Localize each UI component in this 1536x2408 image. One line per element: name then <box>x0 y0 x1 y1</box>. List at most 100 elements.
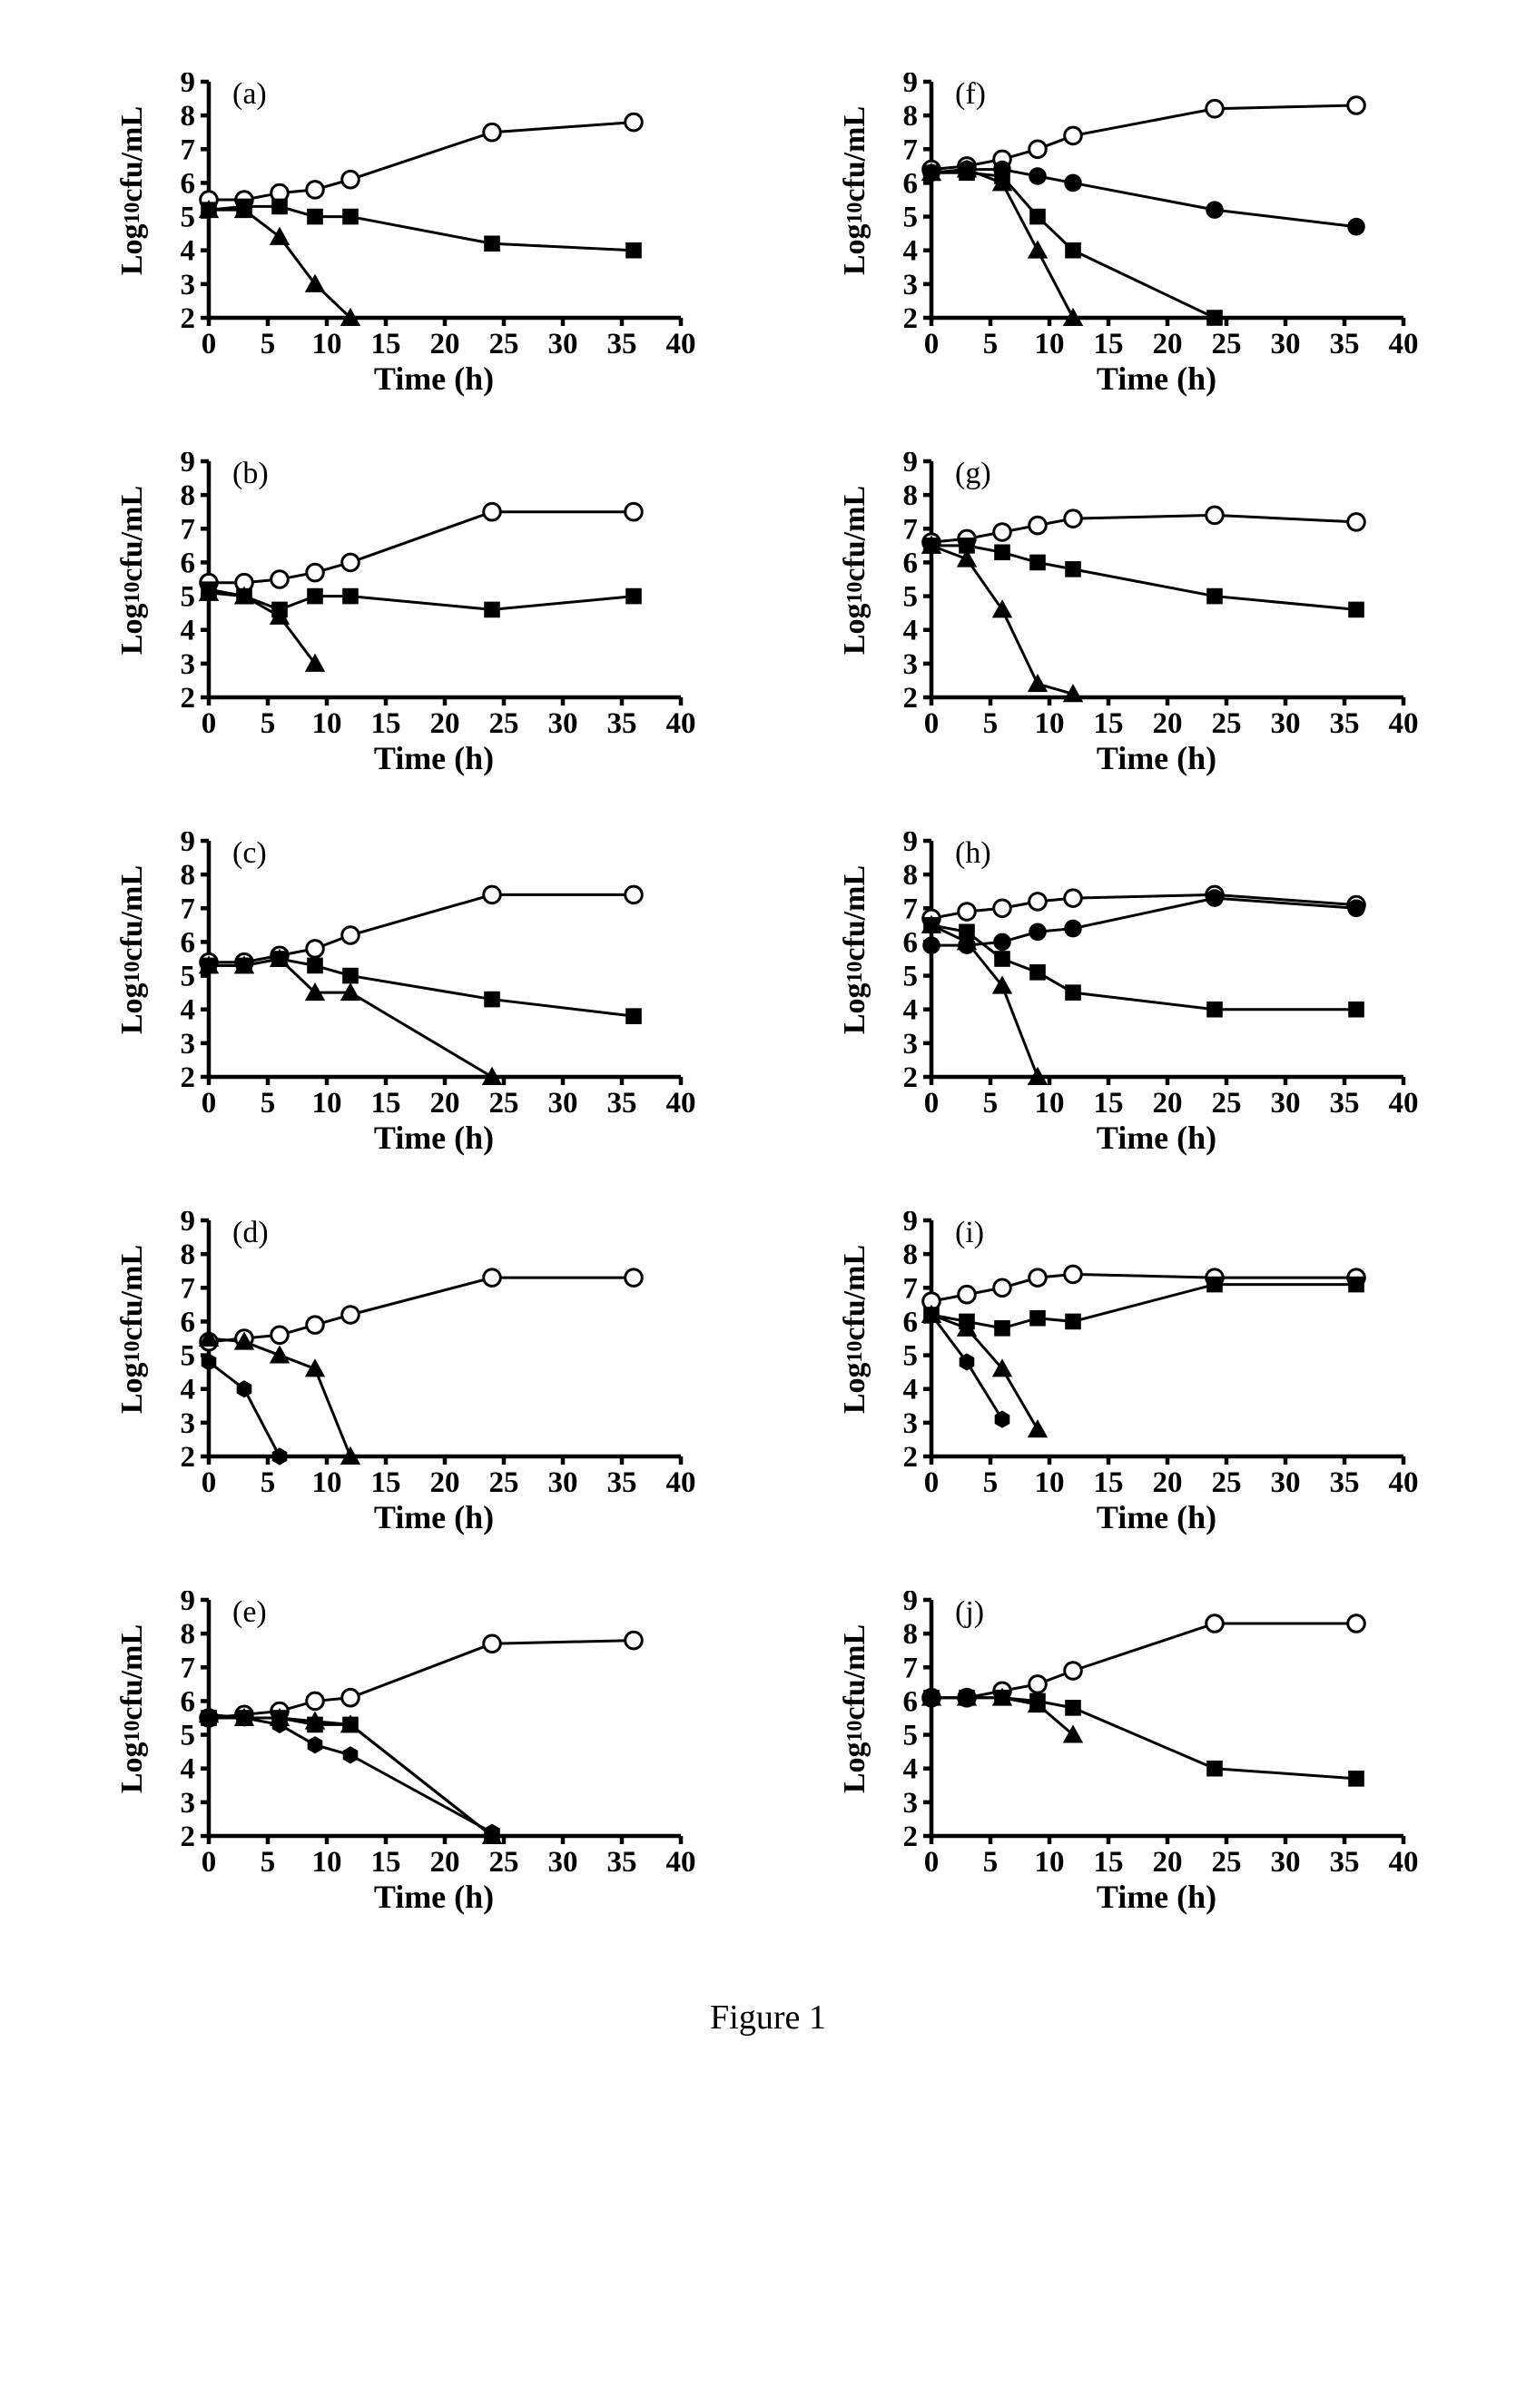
chart-plot: 051015202530354023456789(e) <box>154 1591 699 1876</box>
y-axis-label: Log10cfu/mL <box>15 932 251 968</box>
svg-text:20: 20 <box>1153 1846 1183 1876</box>
svg-text:15: 15 <box>1094 328 1124 358</box>
chart-panel: Log10cfu/mL 051015202530354023456789(e) … <box>100 1591 714 1916</box>
svg-text:40: 40 <box>666 1087 696 1117</box>
panel-grid: Log10cfu/mL 051015202530354023456789(a) … <box>100 73 1436 1916</box>
svg-text:35: 35 <box>1330 1087 1360 1117</box>
svg-text:35: 35 <box>607 1466 637 1496</box>
svg-text:8: 8 <box>181 1618 196 1651</box>
svg-text:3: 3 <box>181 269 196 301</box>
svg-text:(e): (e) <box>232 1595 267 1629</box>
svg-text:20: 20 <box>1153 1466 1183 1496</box>
svg-text:25: 25 <box>1212 1846 1242 1876</box>
svg-text:8: 8 <box>903 1618 919 1651</box>
chart-plot: 051015202530354023456789(c) <box>154 832 699 1117</box>
svg-text:9: 9 <box>903 1211 919 1238</box>
svg-text:15: 15 <box>1094 1087 1124 1117</box>
svg-text:0: 0 <box>924 707 940 737</box>
svg-text:35: 35 <box>1330 707 1360 737</box>
svg-text:30: 30 <box>1271 1466 1301 1496</box>
svg-text:7: 7 <box>181 1652 196 1684</box>
x-axis-label: Time (h) <box>1097 1878 1216 1916</box>
svg-text:2: 2 <box>903 302 919 335</box>
svg-text:0: 0 <box>202 1087 217 1117</box>
svg-text:25: 25 <box>489 1466 519 1496</box>
svg-text:40: 40 <box>1389 1087 1419 1117</box>
x-axis-label: Time (h) <box>1097 360 1216 398</box>
chart-plot: 051015202530354023456789(a) <box>154 73 699 358</box>
svg-text:15: 15 <box>1094 1466 1124 1496</box>
svg-text:4: 4 <box>903 615 919 647</box>
svg-text:9: 9 <box>181 73 196 99</box>
svg-text:0: 0 <box>924 1087 940 1117</box>
svg-text:9: 9 <box>181 1591 196 1617</box>
svg-text:35: 35 <box>607 328 637 358</box>
x-axis-label: Time (h) <box>374 360 494 398</box>
svg-text:10: 10 <box>312 1846 342 1876</box>
chart-panel: Log10cfu/mL 051015202530354023456789(j) … <box>822 1591 1436 1916</box>
svg-text:40: 40 <box>666 1466 696 1496</box>
svg-text:5: 5 <box>261 1846 276 1876</box>
x-axis-label: Time (h) <box>374 1498 494 1536</box>
svg-text:10: 10 <box>312 1087 342 1117</box>
svg-text:10: 10 <box>1035 1087 1065 1117</box>
svg-text:(h): (h) <box>955 836 991 870</box>
svg-text:(d): (d) <box>232 1216 269 1249</box>
svg-text:8: 8 <box>181 479 196 512</box>
svg-text:8: 8 <box>903 1239 919 1271</box>
svg-text:(j): (j) <box>955 1595 984 1629</box>
svg-text:2: 2 <box>181 1441 196 1474</box>
svg-text:25: 25 <box>1212 328 1242 358</box>
svg-text:35: 35 <box>1330 1466 1360 1496</box>
svg-text:3: 3 <box>181 1787 196 1820</box>
svg-text:7: 7 <box>181 893 196 925</box>
svg-text:8: 8 <box>903 479 919 512</box>
svg-text:9: 9 <box>903 73 919 99</box>
svg-text:35: 35 <box>1330 1846 1360 1876</box>
y-axis-label: Log10cfu/mL <box>737 173 973 209</box>
x-axis-label: Time (h) <box>374 1119 494 1157</box>
svg-text:10: 10 <box>1035 1466 1065 1496</box>
svg-text:35: 35 <box>1330 328 1360 358</box>
svg-text:5: 5 <box>983 328 999 358</box>
svg-text:20: 20 <box>430 707 460 737</box>
svg-text:25: 25 <box>489 328 519 358</box>
svg-text:3: 3 <box>181 1028 196 1061</box>
svg-text:9: 9 <box>181 452 196 479</box>
svg-text:5: 5 <box>983 1466 999 1496</box>
svg-text:4: 4 <box>181 235 196 268</box>
svg-text:3: 3 <box>181 648 196 681</box>
svg-text:3: 3 <box>903 1787 919 1820</box>
svg-text:20: 20 <box>430 1087 460 1117</box>
svg-text:0: 0 <box>202 1846 217 1876</box>
svg-text:(g): (g) <box>955 457 991 490</box>
svg-text:9: 9 <box>903 1591 919 1617</box>
svg-text:30: 30 <box>1271 1846 1301 1876</box>
svg-text:4: 4 <box>181 1753 196 1786</box>
svg-text:5: 5 <box>261 328 276 358</box>
svg-text:2: 2 <box>903 682 919 715</box>
svg-text:3: 3 <box>903 269 919 301</box>
svg-text:35: 35 <box>607 1087 637 1117</box>
svg-text:10: 10 <box>312 707 342 737</box>
svg-text:30: 30 <box>548 1846 578 1876</box>
svg-text:2: 2 <box>903 1821 919 1853</box>
svg-text:15: 15 <box>1094 1846 1124 1876</box>
svg-text:0: 0 <box>924 1466 940 1496</box>
svg-text:7: 7 <box>903 893 919 925</box>
svg-text:2: 2 <box>903 1061 919 1094</box>
svg-text:4: 4 <box>903 235 919 268</box>
svg-text:2: 2 <box>903 1441 919 1474</box>
svg-text:4: 4 <box>903 1753 919 1786</box>
y-axis-label: Log10cfu/mL <box>15 552 251 588</box>
svg-text:0: 0 <box>924 1846 940 1876</box>
svg-text:7: 7 <box>903 1652 919 1684</box>
svg-text:8: 8 <box>181 1239 196 1271</box>
svg-text:0: 0 <box>202 707 217 737</box>
svg-text:7: 7 <box>903 133 919 166</box>
chart-panel: Log10cfu/mL 051015202530354023456789(i) … <box>822 1211 1436 1536</box>
svg-text:20: 20 <box>1153 1087 1183 1117</box>
x-axis-label: Time (h) <box>374 739 494 777</box>
svg-text:15: 15 <box>371 328 401 358</box>
x-axis-label: Time (h) <box>1097 1119 1216 1157</box>
